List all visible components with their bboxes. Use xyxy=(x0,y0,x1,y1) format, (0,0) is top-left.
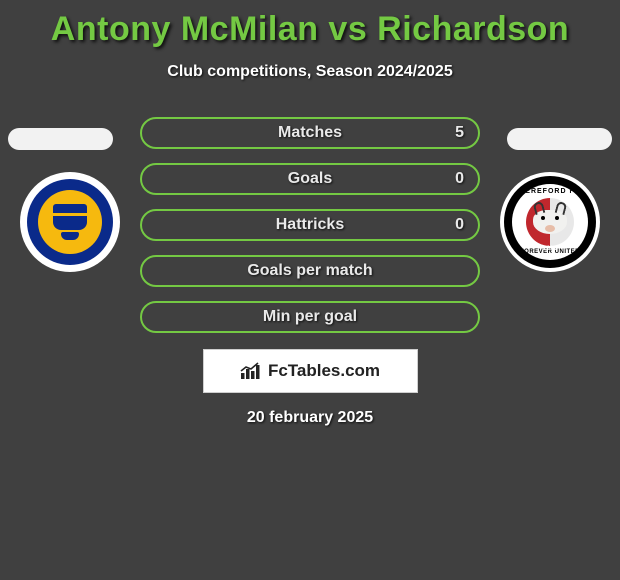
stat-row: Matches 5 xyxy=(140,117,480,149)
stat-label: Goals xyxy=(288,170,332,188)
page-subtitle: Club competitions, Season 2024/2025 xyxy=(0,63,620,81)
page-title: Antony McMilan vs Richardson xyxy=(0,10,620,49)
date-text: 20 february 2025 xyxy=(0,409,620,427)
stat-label: Min per goal xyxy=(263,308,357,326)
brand-box[interactable]: FcTables.com xyxy=(203,349,418,393)
stat-row: Hattricks 0 xyxy=(140,209,480,241)
stat-label: Goals per match xyxy=(247,262,372,280)
stat-row: Min per goal xyxy=(140,301,480,333)
brand-name: FcTables.com xyxy=(268,361,380,381)
stat-row: Goals 0 xyxy=(140,163,480,195)
bar-chart-icon xyxy=(240,362,262,380)
stat-value: 5 xyxy=(455,124,464,142)
stat-value: 0 xyxy=(455,216,464,234)
stat-label: Matches xyxy=(278,124,342,142)
stat-label: Hattricks xyxy=(276,216,344,234)
stat-value: 0 xyxy=(455,170,464,188)
stats-list: Matches 5 Goals 0 Hattricks 0 Goals per … xyxy=(140,117,480,333)
stat-row: Goals per match xyxy=(140,255,480,287)
